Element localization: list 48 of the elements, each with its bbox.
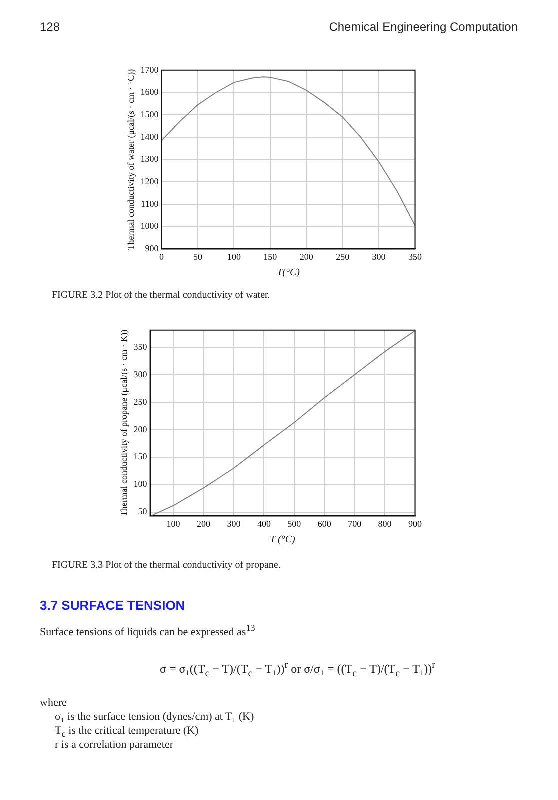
text: σ₁ is the surface tension (dynes/cm) at T₁ (K): [55, 711, 254, 723]
text: Chemical Engineering Computation: [329, 20, 518, 34]
y-tick-label: 1000: [140, 221, 160, 232]
text: Surface tensions of liquids can be expressed as$^{13}$: [40, 623, 256, 639]
y-tick-label: 1600: [140, 87, 160, 98]
caption: FIGURE 3.3 Plot of the thermal conductivity of propane.: [52, 560, 281, 571]
x-tick-label: 600: [318, 518, 332, 529]
x-tick-label: 200: [300, 252, 314, 262]
text: σ = σ₁((T$_{c}$ − T)/(T$_{c}$ − T₁))$^{r}$ or σ/σ₁ = ((T$_{c}$ − T)/(T$_{c}$ − T₁))$^{r}$: [160, 660, 436, 680]
x-tick-label: 500: [288, 518, 302, 529]
text: 128: [40, 20, 60, 34]
x-tick-label: 0: [160, 252, 165, 262]
y-tick-label: 1700: [140, 64, 160, 75]
x-tick-label: 250: [336, 252, 350, 262]
text: 3.7 SURFACE TENSION: [40, 598, 186, 613]
y-tick-label: 1300: [140, 154, 160, 164]
x-tick-label: 400: [257, 518, 272, 529]
y-tick-label: 150: [134, 452, 148, 462]
y-axis-title: Thermal conductivity of water (μcal/(s · cm · °C)): [126, 69, 136, 250]
x-axis-title: T (°C): [270, 534, 296, 546]
x-axis-title: T(°C): [277, 268, 301, 279]
x-tick-label: 700: [348, 518, 362, 529]
x-tick-label: 900: [408, 518, 422, 529]
text: T$_{c}$ is the critical temperature (K): [55, 725, 199, 740]
text: r is a correlation parameter: [55, 739, 174, 751]
x-tick-label: 50: [194, 252, 204, 262]
y-tick-label: 1400: [140, 132, 160, 142]
x-tick-label: 100: [166, 518, 181, 529]
y-axis-title: Thermal conductivity of propane (μcal/(s · cm · K)): [118, 330, 129, 517]
x-tick-label: 200: [197, 518, 212, 529]
y-tick-label: 100: [134, 479, 148, 490]
y-tick-label: 350: [134, 342, 148, 352]
y-tick-label: 1500: [140, 109, 160, 120]
x-tick-label: 100: [227, 252, 242, 262]
y-tick-label: 50: [138, 506, 148, 517]
y-tick-label: 1100: [141, 198, 160, 209]
y-tick-label: 300: [134, 369, 148, 380]
y-tick-label: 200: [134, 424, 148, 434]
x-tick-label: 800: [378, 518, 392, 529]
x-tick-label: 300: [372, 252, 386, 262]
y-tick-label: 250: [134, 396, 148, 407]
x-tick-label: 350: [408, 252, 422, 262]
caption: FIGURE 3.2 Plot of the thermal conductivity of water.: [52, 290, 270, 301]
y-tick-label: 900: [145, 244, 160, 254]
x-tick-label: 300: [227, 518, 242, 529]
y-tick-label: 1200: [140, 176, 160, 187]
text: where: [40, 697, 67, 709]
x-tick-label: 150: [264, 252, 278, 262]
